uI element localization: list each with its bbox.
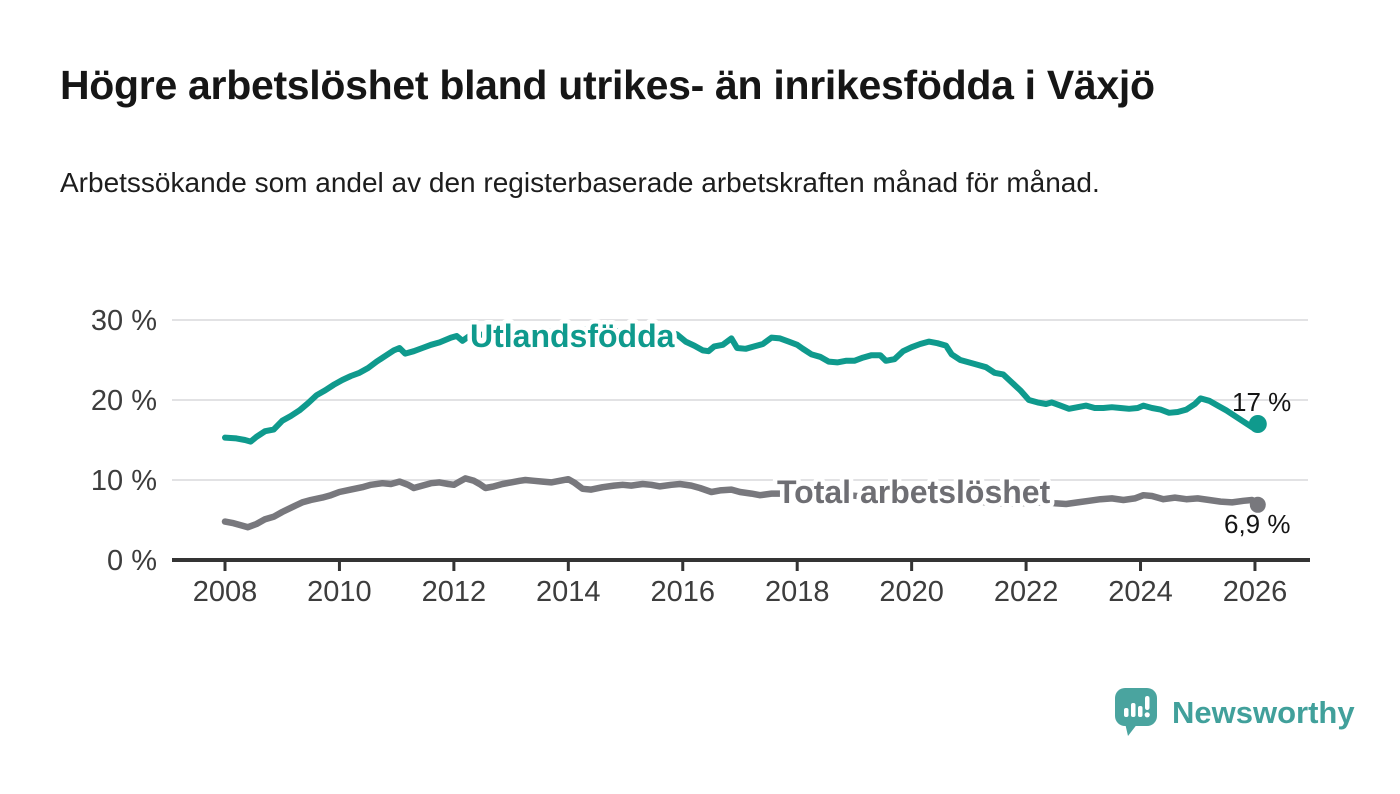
- gridlines: [172, 319, 1308, 481]
- x-tick-label: 2026: [1223, 576, 1288, 608]
- x-tick-label: 2010: [307, 576, 372, 608]
- x-tick-label: 2016: [651, 576, 716, 608]
- y-tick-label: 0 %: [107, 545, 157, 577]
- x-tick-label: 2020: [879, 576, 944, 608]
- y-tick-label: 30 %: [91, 305, 157, 337]
- x-axis-tick-labels: 2008 2010 2012 2014 2016 2018 2020 2022 2024 2026: [193, 576, 1287, 608]
- series-lines: [221, 325, 1262, 531]
- y-tick-label: 10 %: [91, 465, 157, 497]
- page-title: Högre arbetslöshet bland utrikes- än inr…: [60, 62, 1155, 108]
- chart-subtitle: Arbetssökande som andel av den registerb…: [60, 167, 1100, 198]
- end-value-label-total-arbetsloshet: 6,9 %: [1224, 509, 1291, 539]
- x-tick-label: 2018: [765, 576, 830, 608]
- newsworthy-logo: Newsworthy: [1113, 686, 1355, 740]
- x-tick-label: 2024: [1108, 576, 1173, 608]
- end-value-label-utlandsfodda: 17 %: [1232, 387, 1291, 417]
- x-tick-label: 2008: [193, 576, 258, 608]
- y-tick-label: 20 %: [91, 385, 157, 417]
- bar-chart-speech-bubble-icon: [1115, 688, 1157, 736]
- end-dot-utlandsfodda: [1248, 415, 1267, 433]
- x-tick-label: 2012: [422, 576, 487, 608]
- series-end-dots: [1248, 415, 1267, 513]
- series-line-total-arbetsloshet: [221, 475, 1262, 531]
- end-dot-total-arbetsloshet: [1249, 496, 1266, 513]
- x-tick-label: 2014: [536, 576, 601, 608]
- x-axis: [172, 558, 1310, 571]
- series-line-utlandsfodda: [222, 325, 1261, 445]
- y-axis-tick-labels: 0 % 10 % 20 % 30 %: [91, 305, 157, 577]
- x-tick-label: 2022: [994, 576, 1059, 608]
- series-label-utlandsfodda: Utlandsfödda: [470, 318, 675, 354]
- newsworthy-wordmark: Newsworthy: [1172, 695, 1355, 730]
- series-label-total-arbetsloshet: Total arbetslöshet: [777, 474, 1051, 510]
